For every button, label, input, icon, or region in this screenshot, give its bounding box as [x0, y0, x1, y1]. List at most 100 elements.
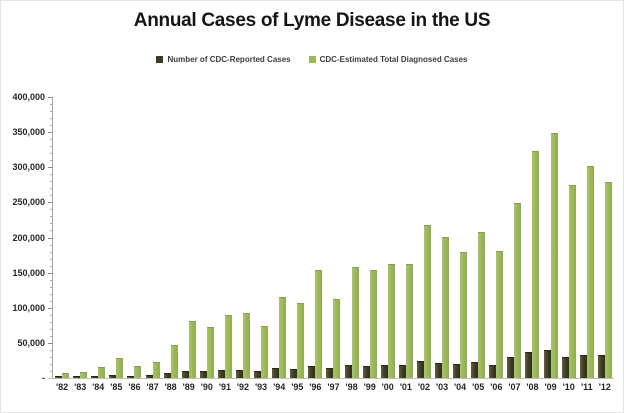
- bar-estimated: [586, 166, 594, 378]
- bar-group: [361, 97, 379, 378]
- bar-reported: [272, 368, 280, 378]
- bar-group: [505, 97, 523, 378]
- x-tick-label: '87: [146, 382, 159, 392]
- bar-group: [143, 97, 161, 378]
- bar-group: [252, 97, 270, 378]
- bar-group: [542, 97, 560, 378]
- y-tick: [50, 336, 53, 337]
- bar-group: [343, 97, 361, 378]
- bar-estimated: [333, 299, 341, 378]
- y-tick-label: 250,000: [12, 197, 45, 207]
- x-tick-label: '01: [399, 382, 412, 392]
- y-tick: [50, 301, 53, 302]
- x-tick-label: '05: [472, 382, 485, 392]
- y-tick-label: 50,000: [17, 338, 45, 348]
- legend-label: CDC-Estimated Total Diagnosed Cases: [319, 55, 468, 64]
- y-tick: [50, 118, 53, 119]
- bar-reported: [471, 362, 479, 378]
- bar-group: [433, 97, 451, 378]
- bar-estimated: [442, 237, 450, 378]
- y-tick: [50, 223, 53, 224]
- bar-reported: [489, 365, 497, 378]
- y-tick: [50, 371, 53, 372]
- x-tick-label: '86: [128, 382, 141, 392]
- x-tick-label: '92: [236, 382, 250, 392]
- y-tick: [50, 287, 53, 288]
- x-tick-label: '84: [92, 382, 105, 392]
- bar-group: [288, 97, 306, 378]
- bar-group: [523, 97, 541, 378]
- x-tick-label: '98: [345, 382, 358, 392]
- y-tick: [50, 322, 53, 323]
- y-tick: [50, 216, 53, 217]
- x-tick-label: '96: [309, 382, 322, 392]
- y-tick: [50, 357, 53, 358]
- y-tick: [50, 209, 53, 210]
- y-tick: [48, 97, 53, 98]
- bar-reported: [344, 365, 352, 378]
- y-tick: [50, 139, 53, 140]
- x-axis-line: [48, 378, 614, 379]
- bar-reported: [561, 357, 569, 378]
- bar-reported: [254, 371, 262, 378]
- bar-group: [270, 97, 288, 378]
- y-tick: [48, 238, 53, 239]
- x-tick-label: '83: [74, 382, 87, 392]
- y-tick: [50, 195, 53, 196]
- x-tick-label: '93: [255, 382, 268, 392]
- bar-estimated: [496, 251, 504, 378]
- y-tick: [50, 329, 53, 330]
- bar-reported: [73, 376, 81, 378]
- bar-estimated: [532, 151, 540, 378]
- x-tick-label: '82: [55, 382, 69, 392]
- bar-group: [415, 97, 433, 378]
- bar-group: [180, 97, 198, 378]
- y-tick: [50, 181, 53, 182]
- bar-group: [107, 97, 125, 378]
- x-tick-label: '94: [273, 382, 286, 392]
- y-tick: [48, 273, 53, 274]
- y-tick: [48, 132, 53, 133]
- bar-reported: [579, 355, 587, 378]
- x-tick-label: '88: [164, 382, 177, 392]
- bar-group: [234, 97, 252, 378]
- bar-estimated: [62, 373, 70, 378]
- x-tick-label: '89: [182, 382, 195, 392]
- x-tick-label: '08: [526, 382, 539, 392]
- bar-estimated: [188, 321, 196, 378]
- y-tick: [50, 364, 53, 365]
- bar-group: [469, 97, 487, 378]
- x-tick-label: '00: [381, 382, 394, 392]
- bar-group: [560, 97, 578, 378]
- bar-reported: [543, 350, 551, 378]
- bar-estimated: [369, 270, 377, 378]
- y-tick: [50, 252, 53, 253]
- y-tick-label: -: [42, 373, 45, 383]
- bars-area: [53, 97, 614, 378]
- bar-group: [379, 97, 397, 378]
- y-tick-label: 150,000: [12, 268, 45, 278]
- bar-estimated: [550, 133, 558, 378]
- bar-group: [162, 97, 180, 378]
- bar-group: [306, 97, 324, 378]
- y-axis-line: [52, 97, 53, 378]
- bar-reported: [398, 365, 406, 378]
- bar-reported: [163, 373, 171, 378]
- bar-estimated: [170, 345, 178, 378]
- x-tick-label: '04: [454, 382, 467, 392]
- y-tick: [50, 245, 53, 246]
- x-tick-label: '91: [218, 382, 231, 392]
- bar-estimated: [152, 362, 160, 378]
- x-tick-label: '09: [544, 382, 557, 392]
- bar-estimated: [297, 303, 305, 378]
- bar-estimated: [206, 327, 214, 378]
- bar-estimated: [261, 326, 269, 378]
- legend-swatch-reported: [156, 56, 164, 63]
- y-tick: [50, 280, 53, 281]
- y-tick: [50, 104, 53, 105]
- bar-estimated: [387, 264, 395, 378]
- bar-reported: [435, 363, 443, 378]
- bar-estimated: [98, 367, 106, 378]
- bar-estimated: [224, 315, 232, 378]
- bar-reported: [597, 355, 605, 378]
